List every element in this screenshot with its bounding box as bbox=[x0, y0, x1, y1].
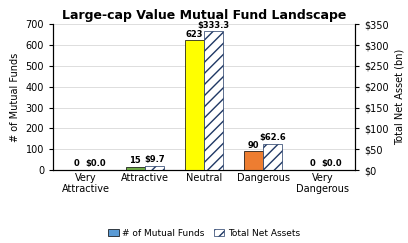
Text: $9.7: $9.7 bbox=[144, 155, 164, 165]
Text: 623: 623 bbox=[186, 30, 203, 39]
Y-axis label: Total Net Asset (bn): Total Net Asset (bn) bbox=[394, 49, 404, 145]
Bar bbox=[204, 31, 223, 170]
Title: Large-cap Value Mutual Fund Landscape: Large-cap Value Mutual Fund Landscape bbox=[62, 9, 346, 22]
Text: 0: 0 bbox=[310, 159, 316, 168]
Text: 90: 90 bbox=[248, 141, 259, 150]
Y-axis label: # of Mutual Funds: # of Mutual Funds bbox=[10, 52, 20, 142]
Legend: # of Mutual Funds, Total Net Assets: # of Mutual Funds, Total Net Assets bbox=[104, 225, 304, 241]
Text: $0.0: $0.0 bbox=[85, 159, 106, 168]
Bar bbox=[126, 167, 145, 170]
Bar bbox=[244, 151, 263, 170]
Text: $62.6: $62.6 bbox=[259, 133, 286, 142]
Bar bbox=[185, 40, 204, 170]
Text: 0: 0 bbox=[73, 159, 79, 168]
Text: $333.3: $333.3 bbox=[197, 21, 230, 30]
Bar bbox=[145, 166, 164, 170]
Bar bbox=[263, 144, 282, 170]
Text: 15: 15 bbox=[129, 156, 141, 165]
Text: $0.0: $0.0 bbox=[322, 159, 342, 168]
